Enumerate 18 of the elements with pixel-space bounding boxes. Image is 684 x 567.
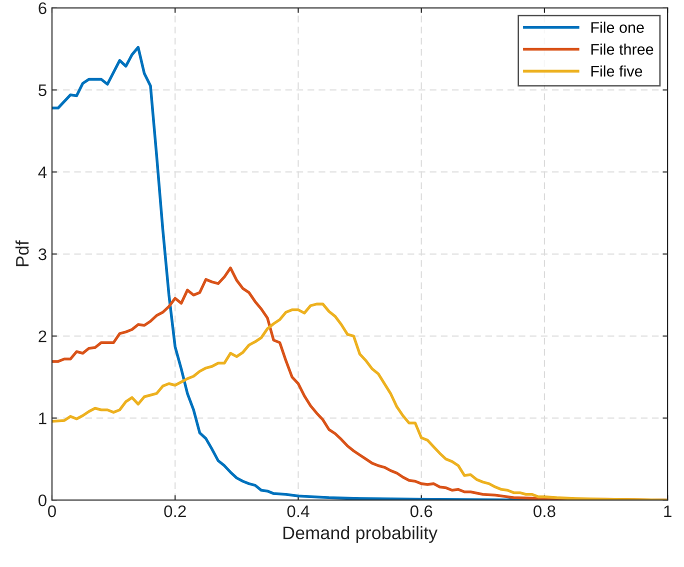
x-tick-label: 0.6 [410, 505, 432, 518]
y-axis-title: Pdf [15, 240, 29, 266]
y-tick-label: 5 [38, 84, 46, 96]
legend-label: File one [591, 22, 644, 33]
x-tick-label: 0.8 [534, 505, 556, 518]
y-tick-label: 1 [39, 412, 46, 424]
x-axis-title: Demand probability [283, 526, 438, 543]
y-tick-label: 3 [38, 248, 46, 260]
legend-label: File three [591, 44, 654, 55]
x-tick-label: 1 [664, 506, 672, 518]
y-tick-label: 2 [38, 330, 46, 342]
x-tick-label: 0.2 [164, 505, 186, 518]
y-tick-label: 6 [38, 2, 46, 14]
x-tick-label: 0.4 [287, 505, 310, 518]
x-tick-label: 0 [48, 505, 56, 518]
legend-label: File five [591, 65, 642, 77]
y-tick-label: 4 [38, 166, 47, 178]
y-tick-label: 0 [38, 494, 46, 506]
